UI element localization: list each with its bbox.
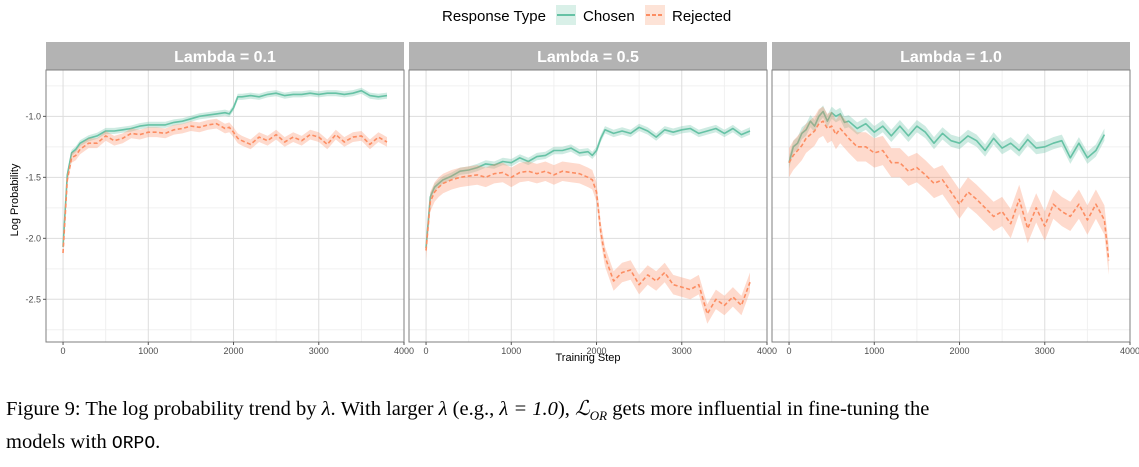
facet-panels: Lambda = 0.1 0 1000 2000 3000 4000 -1.0 -1.5 -2.… [25,42,1139,356]
panel-1: Lambda = 0.1 0 1000 2000 3000 4000 -1.0 -1.5 -2.… [25,42,414,356]
y-tick-label: -2.5 [25,294,41,304]
facet-strip [46,42,404,70]
series-line-chosen [425,126,751,249]
x-tick-label: 1000 [501,346,521,356]
x-tick-label: 2000 [224,346,244,356]
caption-figure-label: Figure 9: [6,398,81,420]
panel-border [771,69,1131,343]
x-tick-label: 0 [61,346,66,356]
legend: Response Type Chosen Rejected [442,5,731,25]
series-line-rejected [425,170,751,315]
caption-lambda: λ [438,398,448,420]
caption-text: (e.g., [452,398,495,420]
confidence-band-rejected [426,161,750,324]
x-tick-label: 1000 [138,346,158,356]
caption-text: The log probability trend by [85,398,317,420]
x-tick-label: 4000 [394,346,414,356]
caption-text: models with [6,431,107,454]
panel-border [408,69,768,343]
confidence-band-rejected [789,106,1109,275]
caption-text: . [155,431,161,454]
series-line-chosen [788,110,1106,163]
x-tick-label: 3000 [672,346,692,356]
x-tick-label: 1000 [864,346,884,356]
confidence-band-rejected [63,118,387,258]
series-line-rejected [788,120,1110,261]
confidence-band-chosen [426,123,750,252]
x-tick-label: 2000 [587,346,607,356]
x-tick-label: 3000 [1035,346,1055,356]
figure-caption: Figure 9: The log probability trend by λ… [6,396,1136,458]
panel-3: Lambda = 1.0 0 1000 2000 3000 4000 [771,42,1139,356]
facet-strip-title: Lambda = 1.0 [900,49,1002,66]
series-line-chosen [62,89,388,247]
x-tick-label: 0 [787,346,792,356]
facet-strip [409,42,767,70]
x-tick-label: 4000 [757,346,777,356]
x-tick-label: 0 [424,346,429,356]
panel-border [45,69,405,343]
confidence-band-chosen [63,87,387,250]
caption-line-2: models with ORPO. [6,429,1136,458]
panel-2: Lambda = 0.5 0 1000 2000 3000 4000 [408,42,777,356]
series-line-rejected [62,122,388,254]
facet-strip [772,42,1130,70]
caption-method: ORPO [111,434,156,455]
y-tick-label: -2.0 [25,233,41,243]
y-tick-label: -1.0 [25,111,41,121]
caption-text: gets more influential in fine-tuning the [612,398,930,420]
facet-strip-title: Lambda = 0.5 [537,49,639,66]
caption-loss-sub: OR [589,408,608,424]
caption-loss-symbol: ℒ [575,398,590,420]
facet-strip-title: Lambda = 0.1 [174,49,276,66]
legend-label-chosen: Chosen [583,8,635,25]
y-tick-label: -1.5 [25,172,41,182]
caption-text: . With larger [330,398,434,420]
caption-line-1: Figure 9: The log probability trend by λ… [6,396,1136,429]
caption-lambda-eq: λ = 1.0 [499,398,558,420]
caption-text: ), [557,398,570,420]
legend-label-rejected: Rejected [672,8,731,25]
x-axis-label: Training Step [555,352,620,364]
x-tick-label: 4000 [1120,346,1139,356]
x-tick-label: 3000 [309,346,329,356]
legend-title: Response Type [442,8,546,25]
x-tick-label: 2000 [950,346,970,356]
caption-lambda: λ [321,398,331,420]
y-axis-label: Log Probability [9,163,21,236]
